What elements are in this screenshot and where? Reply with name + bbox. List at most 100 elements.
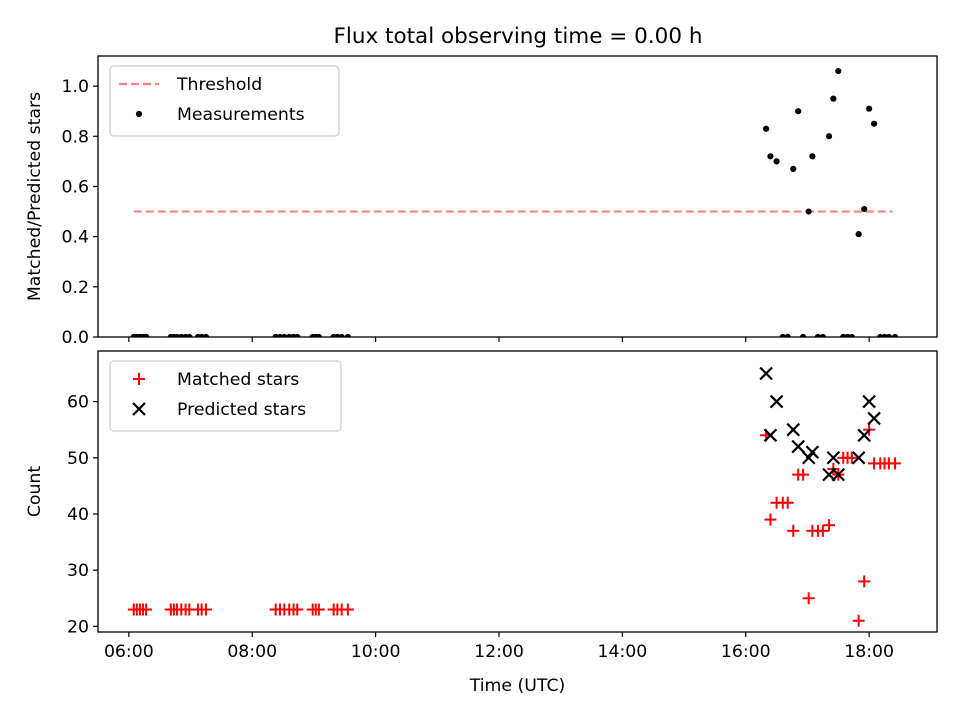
bottom-panel: 20 30 40 50 60 06:00 08:00 10:00 12:00 14:00 16:00… xyxy=(25,350,938,696)
legend-swatch xyxy=(135,110,143,118)
x-stroke-b xyxy=(862,394,876,409)
predicted-star-point xyxy=(759,366,773,381)
matched-star-point xyxy=(889,457,902,470)
predicted-star-point xyxy=(862,394,876,409)
x-stroke-b xyxy=(132,402,146,416)
measurement-point xyxy=(315,333,322,337)
measurement-point xyxy=(202,333,210,337)
predicted-star-point xyxy=(857,428,871,443)
legend-label: Matched stars xyxy=(177,370,299,390)
x-tick-label: 12:00 xyxy=(474,642,524,662)
x-stroke-b xyxy=(805,445,820,459)
axes-frame xyxy=(97,350,938,633)
measurement-point xyxy=(779,333,786,337)
y-axis-label: Matched/Predicted stars xyxy=(25,92,45,301)
x-stroke-b xyxy=(769,394,784,409)
y-tick-label: 0.4 xyxy=(62,228,89,248)
measurement-point xyxy=(830,95,837,102)
measurement-point xyxy=(763,125,770,132)
legend-box xyxy=(109,65,340,137)
measurement-point xyxy=(795,108,802,115)
y-tick-label: 30 xyxy=(67,561,89,581)
y-tick-label: 0.6 xyxy=(62,177,89,197)
matched-star-point xyxy=(781,496,794,509)
y-tick-label: 50 xyxy=(67,449,89,469)
measurement-point xyxy=(891,333,899,337)
x-stroke-b xyxy=(759,366,773,381)
measurement-point xyxy=(861,205,868,213)
predicted-star-point xyxy=(805,445,820,459)
matched-star-point xyxy=(802,592,815,605)
measurement-point xyxy=(344,333,351,337)
measurement-point xyxy=(790,165,797,173)
measurement-point xyxy=(848,333,855,337)
measurement-point xyxy=(800,333,807,337)
axes-frame xyxy=(97,55,938,338)
predicted-star-point xyxy=(851,451,866,465)
y-tick-label: 1.0 xyxy=(62,77,89,97)
y-tick-label: 40 xyxy=(67,505,89,525)
predicted-star-point xyxy=(826,451,841,465)
matched-star-point xyxy=(764,513,777,526)
data-marks xyxy=(127,366,902,627)
y-tick-label: 0.2 xyxy=(62,278,89,298)
matched-star-point xyxy=(341,603,354,616)
measurement-point xyxy=(338,333,345,337)
x-stroke-b xyxy=(763,428,778,443)
data-marks xyxy=(130,67,899,337)
x-stroke-b xyxy=(867,411,881,426)
top-panel: 0.0 0.2 0.4 0.6 0.8 1.0 Matched/Predicted star… xyxy=(25,55,938,348)
matched-star-point xyxy=(823,519,836,532)
measurement-point xyxy=(281,333,288,337)
measurement-point xyxy=(805,208,812,215)
chart-title: Flux total observing time = 0.00 h xyxy=(334,24,703,49)
legend-label: Predicted stars xyxy=(177,400,306,420)
x-axis-label: Time (UTC) xyxy=(469,676,566,696)
measurement-point xyxy=(294,333,301,337)
x-stroke-b xyxy=(826,451,841,465)
matched-star-point xyxy=(291,603,304,616)
matched-star-point xyxy=(816,524,829,537)
y-tick-label: 0.0 xyxy=(62,328,89,348)
measurement-point xyxy=(825,133,833,140)
x-tick-label: 14:00 xyxy=(597,642,647,662)
x-tick-label: 08:00 xyxy=(227,642,277,662)
measurement-point xyxy=(835,67,842,75)
measurement-point xyxy=(767,153,774,160)
y-axis-label: Count xyxy=(25,466,45,518)
measurement-point xyxy=(855,231,862,238)
measurement-point xyxy=(186,333,193,337)
matched-star-point xyxy=(312,603,325,616)
x-tick-label: 16:00 xyxy=(721,642,771,662)
measurement-point xyxy=(814,333,822,337)
legend-swatch xyxy=(132,402,146,416)
x-stroke-b xyxy=(791,439,805,454)
measurement-point xyxy=(870,120,878,127)
matched-star-point xyxy=(787,524,800,537)
measurement-point xyxy=(809,153,816,160)
matched-star-point xyxy=(845,451,858,464)
predicted-star-point xyxy=(867,411,881,426)
matched-star-point xyxy=(199,603,212,616)
measurement-point xyxy=(866,105,873,112)
x-tick-label: 06:00 xyxy=(104,642,154,662)
x-tick-label: 18:00 xyxy=(844,642,894,662)
measurement-point xyxy=(784,333,791,337)
y-tick-label: 0.8 xyxy=(62,127,89,147)
y-tick-label: 60 xyxy=(67,393,89,413)
legend-label: Measurements xyxy=(177,105,305,125)
predicted-star-point xyxy=(763,428,778,443)
x-stroke-b xyxy=(786,422,801,437)
predicted-star-point xyxy=(831,467,846,482)
matched-star-point xyxy=(797,468,810,481)
x-stroke-b xyxy=(851,451,866,465)
predicted-star-point xyxy=(791,439,805,454)
x-tick-label: 10:00 xyxy=(351,642,401,662)
legend-box xyxy=(109,360,342,432)
matched-star-point xyxy=(852,614,865,627)
predicted-star-point xyxy=(769,394,784,409)
measurement-point xyxy=(885,333,892,337)
x-stroke-b xyxy=(857,428,871,443)
x-stroke-b xyxy=(831,467,846,482)
